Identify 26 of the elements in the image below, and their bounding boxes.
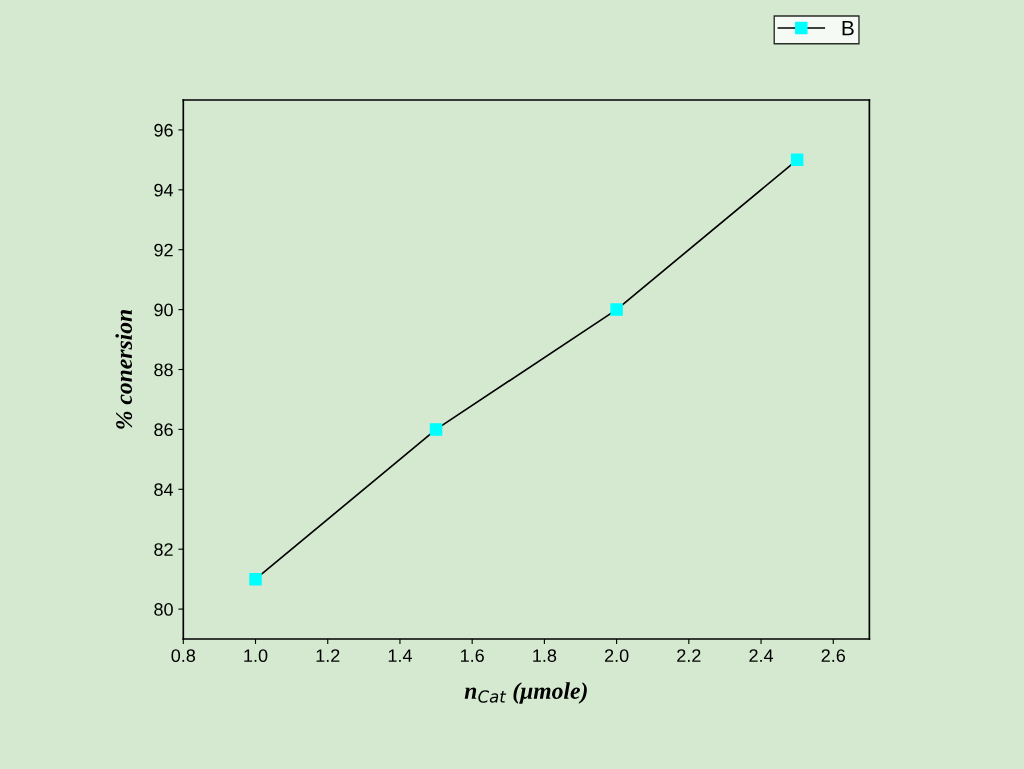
x-tick-label: 1.6	[461, 649, 484, 663]
y-tick-label: 82	[154, 543, 173, 556]
x-tick-label: 0.8	[171, 649, 196, 663]
x-tick-label: 1.4	[388, 649, 412, 662]
y-tick-label: 94	[154, 183, 174, 197]
point	[790, 153, 804, 167]
y-tick-label: 80	[154, 603, 173, 616]
x-tick-label: 2.6	[821, 649, 846, 663]
y-tick-label: 86	[154, 423, 173, 437]
point	[249, 572, 262, 586]
x-tick-label: 1.8	[533, 649, 557, 663]
y-tick-label: 84	[154, 483, 174, 497]
x-tick-label: 1.2	[316, 649, 340, 662]
legend-label: B	[842, 20, 854, 36]
y-tick-label: 92	[154, 243, 173, 257]
x-tick-label: 2.0	[604, 649, 629, 663]
y-tick-label: 88	[154, 363, 173, 377]
y-tick-label: 96	[154, 123, 173, 137]
x-tick-label: 1.0	[244, 649, 268, 663]
point	[610, 303, 623, 316]
point	[429, 423, 443, 436]
x-tick-label: 2.4	[749, 649, 774, 662]
y-tick-label: 90	[154, 303, 173, 317]
x-tick-label: 2.2	[677, 649, 701, 662]
x-axis-title: n$_{Cat}$ (μmole)	[464, 682, 587, 704]
y-axis-title: % conersion	[115, 309, 133, 429]
